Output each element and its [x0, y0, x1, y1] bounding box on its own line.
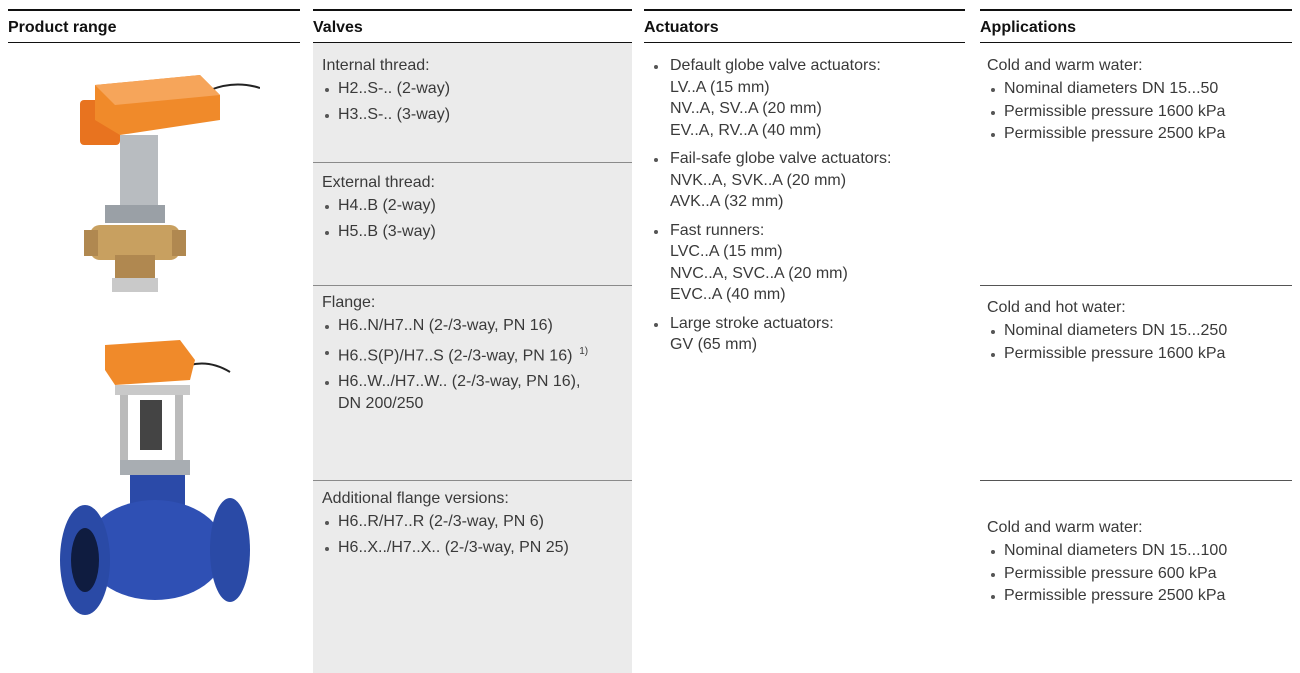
bullet [991, 133, 995, 137]
column-header: Applications [980, 17, 1076, 39]
bullet [654, 158, 658, 162]
actuator-line: LVC..A (15 mm) [670, 241, 783, 263]
section-title: External thread: [322, 172, 435, 194]
actuator-line: NV..A, SV..A (20 mm) [670, 98, 822, 120]
header-underline [8, 42, 300, 43]
section-divider [313, 285, 632, 286]
list-item: H5..B (3-way) [338, 221, 588, 243]
list-item: H6..W../H7..W.. (2-/3-way, PN 16), DN 20… [338, 371, 588, 415]
list-item: H3..S-.. (3-way) [338, 104, 588, 126]
bullet [325, 351, 329, 355]
bullet [325, 88, 329, 92]
section-title: Cold and hot water: [987, 297, 1126, 319]
list-item: H6..X../H7..X.. (2-/3-way, PN 25) [338, 537, 588, 559]
header-rule [980, 9, 1292, 11]
bullet [325, 381, 329, 385]
bullet [991, 550, 995, 554]
column-header: Product range [8, 17, 116, 39]
actuator-line: NVC..A, SVC..A (20 mm) [670, 263, 848, 285]
list-item: Nominal diameters DN 15...250 [1004, 320, 1227, 342]
bullet [654, 323, 658, 327]
list-item: Permissible pressure 600 kPa [1004, 563, 1217, 585]
actuator-line: AVK..A (32 mm) [670, 191, 784, 213]
bullet [325, 325, 329, 329]
header-underline [644, 42, 965, 43]
actuator-line: LV..A (15 mm) [670, 77, 770, 99]
list-item: Permissible pressure 1600 kPa [1004, 343, 1225, 365]
list-item: H6..S(P)/H7..S (2-/3-way, PN 16) 1) [338, 341, 628, 367]
product-images [60, 60, 260, 640]
list-item: H4..B (2-way) [338, 195, 588, 217]
bullet [991, 595, 995, 599]
header-rule [313, 9, 632, 11]
list-item: Permissible pressure 1600 kPa [1004, 101, 1225, 123]
actuator-title: Default globe valve actuators: [670, 55, 881, 77]
header-rule [8, 9, 300, 11]
column-header: Valves [313, 17, 363, 39]
page: Product range Valves Actuators Applications… [0, 0, 1300, 673]
bullet [654, 230, 658, 234]
actuator-title: Fail-safe globe valve actuators: [670, 148, 891, 170]
bullet [991, 353, 995, 357]
valve-image-2 [60, 340, 250, 615]
actuator-title: Fast runners: [670, 220, 764, 242]
section-title: Flange: [322, 292, 375, 314]
header-underline [313, 42, 632, 43]
valve-image-1 [80, 75, 260, 292]
header-rule [644, 9, 965, 11]
section-title: Additional flange versions: [322, 488, 509, 510]
list-item: H6..N/H7..N (2-/3-way, PN 16) [338, 315, 588, 337]
actuator-title: Large stroke actuators: [670, 313, 834, 335]
column-header: Actuators [644, 17, 719, 39]
bullet [654, 65, 658, 69]
list-item: Nominal diameters DN 15...100 [1004, 540, 1227, 562]
bullet [991, 88, 995, 92]
list-item: H2..S-.. (2-way) [338, 78, 588, 100]
section-title: Internal thread: [322, 55, 430, 77]
bullet [325, 547, 329, 551]
section-title: Cold and warm water: [987, 517, 1143, 539]
actuator-line: NVK..A, SVK..A (20 mm) [670, 170, 846, 192]
bullet [991, 330, 995, 334]
section-divider [313, 480, 632, 481]
bullet [991, 111, 995, 115]
header-underline [980, 42, 1292, 43]
actuator-line: EV..A, RV..A (40 mm) [670, 120, 821, 142]
list-item: Permissible pressure 2500 kPa [1004, 585, 1225, 607]
bullet [325, 114, 329, 118]
actuator-line: GV (65 mm) [670, 334, 757, 356]
section-divider [980, 480, 1292, 481]
list-item: H6..R/H7..R (2-/3-way, PN 6) [338, 511, 588, 533]
list-item: Nominal diameters DN 15...50 [1004, 78, 1218, 100]
bullet [325, 205, 329, 209]
actuator-line: EVC..A (40 mm) [670, 284, 786, 306]
section-divider [980, 285, 1292, 286]
footnote-ref: 1) [576, 346, 588, 357]
section-title: Cold and warm water: [987, 55, 1143, 77]
bullet [325, 521, 329, 525]
section-divider [313, 162, 632, 163]
bullet [325, 231, 329, 235]
list-item: Permissible pressure 2500 kPa [1004, 123, 1225, 145]
bullet [991, 573, 995, 577]
